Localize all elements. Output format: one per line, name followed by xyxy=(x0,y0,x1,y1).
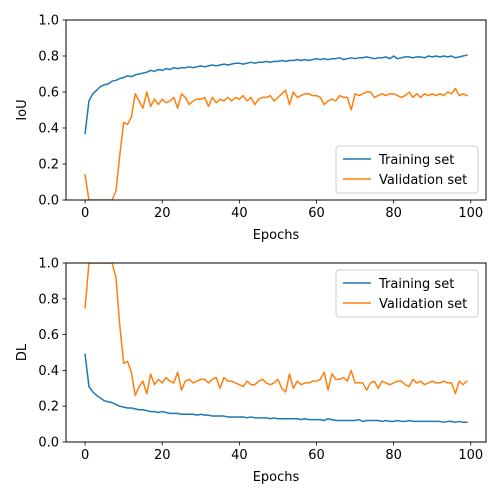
iou-x-axis-label: Epochs xyxy=(253,228,300,243)
dl-y-axis-label: DL xyxy=(15,343,30,361)
dl-x-tick-label: 0 xyxy=(81,448,89,463)
iou-y-tick-label: 0.0 xyxy=(38,194,59,209)
iou-y-axis-label: IoU xyxy=(15,99,30,120)
dl-x-tick-label: 80 xyxy=(385,448,402,463)
iou-y-tick-label: 0.2 xyxy=(38,158,59,173)
iou-x-tick-label: 60 xyxy=(308,206,325,221)
dl-y-tick-label: 0.6 xyxy=(38,328,59,343)
iou-y-tick-label: 0.6 xyxy=(38,86,59,101)
iou-x-tick-label: 40 xyxy=(231,206,248,221)
iou-legend-label-validation: Validation set xyxy=(379,173,467,188)
iou-y-tick-label: 0.4 xyxy=(38,122,59,137)
dl-x-tick-label: 40 xyxy=(231,448,248,463)
iou-legend-label-training: Training set xyxy=(378,153,454,168)
dl-legend: Training set Validation set xyxy=(336,270,478,317)
iou-x-tick-label: 0 xyxy=(81,206,89,221)
dl-y-tick-label: 1.0 xyxy=(38,257,59,272)
dl-legend-label-training: Training set xyxy=(378,277,454,292)
dl-y-tick-label: 0.2 xyxy=(38,400,59,415)
dl-y-tick-label: 0.4 xyxy=(38,364,59,379)
iou-legend: Training set Validation set xyxy=(336,146,478,193)
dl-legend-label-validation: Validation set xyxy=(379,297,467,312)
iou-x-tick-label: 20 xyxy=(154,206,171,221)
iou-y-tick-label: 1.0 xyxy=(38,14,59,29)
iou-y-tick-label: 0.8 xyxy=(38,50,59,65)
dl-x-axis-label: Epochs xyxy=(253,470,300,485)
dl-x-tick-label: 100 xyxy=(458,448,483,463)
dl-x-tick-label: 20 xyxy=(154,448,171,463)
dl-y-tick-label: 0.0 xyxy=(38,436,59,451)
iou-x-tick-label: 80 xyxy=(385,206,402,221)
dl-x-tick-label: 60 xyxy=(308,448,325,463)
dl-y-tick-label: 0.8 xyxy=(38,292,59,307)
iou-x-tick-label: 100 xyxy=(458,206,483,221)
